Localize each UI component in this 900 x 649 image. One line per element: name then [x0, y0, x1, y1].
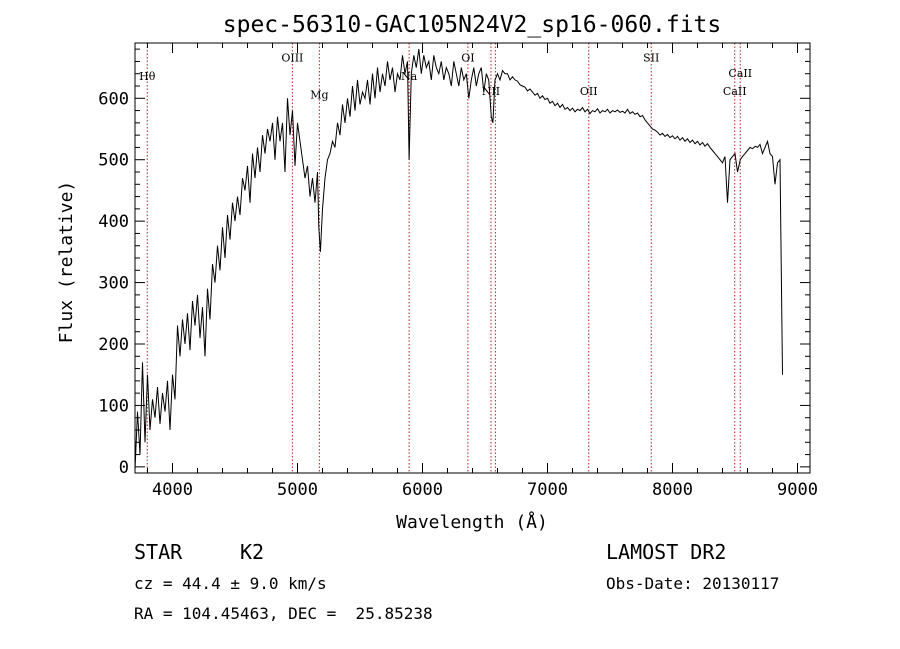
spectral-lines: [146, 43, 741, 473]
x-tick-label: 8000: [652, 480, 693, 500]
coordinates: RA = 104.45463, DEC = 25.85238: [134, 604, 433, 623]
x-tick-label: 5000: [277, 480, 318, 500]
y-tick-label: 0: [119, 458, 129, 478]
x-axis-label: Wavelength (Å): [396, 511, 548, 533]
spectral-line-labels: Hθ OIII Mg Na OI NII OII SII CaII CaII: [139, 51, 752, 101]
chart-title: spec-56310-GAC105N24V2_sp16-060.fits: [223, 12, 722, 38]
x-tick-label: 9000: [777, 480, 818, 500]
x-tick-label: 7000: [527, 480, 568, 500]
object-subclass: K2: [240, 540, 265, 564]
spectral-line-label: Na: [401, 70, 418, 83]
spectral-line-label: OI: [461, 51, 474, 64]
observation-date: Obs-Date: 20130117: [606, 574, 780, 593]
y-tick-label: 300: [98, 274, 129, 294]
spectral-line-label: Mg: [310, 88, 328, 101]
redshift-cz: cz = 44.4 ± 9.0 km/s: [134, 574, 327, 593]
y-tick-label: 500: [98, 151, 129, 171]
object-class: STAR: [134, 540, 183, 564]
y-tick-label: 600: [98, 89, 129, 109]
spectral-line-label: CaII: [723, 85, 747, 98]
spectral-line-label: OIII: [281, 51, 303, 64]
y-axis-ticks: 0 100 200 300 400 500 600: [98, 48, 810, 478]
x-tick-label: 6000: [402, 480, 443, 500]
y-tick-label: 200: [98, 335, 129, 355]
survey-name: LAMOST DR2: [606, 540, 727, 564]
y-tick-label: 400: [98, 212, 129, 232]
spectral-line-label: OII: [580, 85, 598, 98]
y-axis-label: Flux (relative): [56, 181, 77, 344]
spectral-line-label: Hθ: [139, 70, 156, 83]
spectral-line-label: NII: [482, 85, 500, 98]
x-axis-ticks: 4000 5000 6000 7000 8000 9000: [147, 43, 818, 500]
plot-frame: [134, 42, 811, 474]
spectral-line-label: SII: [643, 51, 659, 64]
y-tick-label: 100: [98, 396, 129, 416]
spectrum-line: [134, 49, 783, 470]
spectral-line-label: CaII: [728, 67, 752, 80]
x-tick-label: 4000: [152, 480, 193, 500]
